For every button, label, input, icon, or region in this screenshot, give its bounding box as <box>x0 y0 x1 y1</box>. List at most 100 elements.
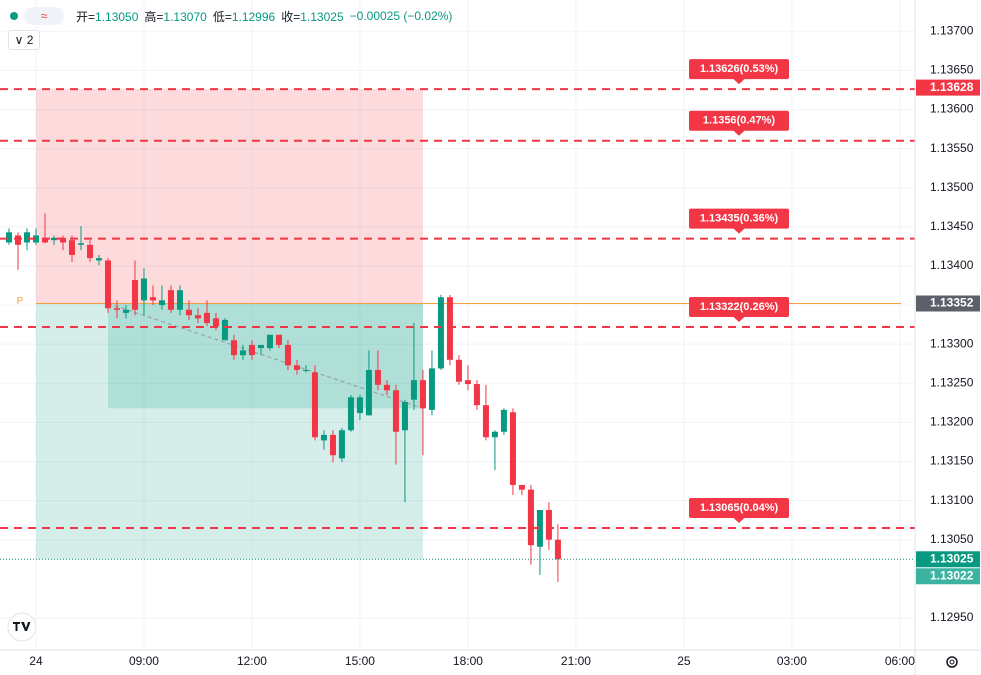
level-label-box <box>689 497 789 518</box>
candle-body <box>554 539 561 560</box>
candle-body <box>149 297 156 301</box>
candle-body <box>365 369 372 416</box>
candle-body <box>5 232 12 243</box>
candle-body <box>338 430 345 459</box>
indicator-toggle[interactable]: ∨ 2 <box>8 30 40 50</box>
symbol-badge[interactable]: ≈ <box>24 7 64 25</box>
candle-body <box>302 369 309 371</box>
ohlc-legend: 开=1.13050 高=1.13070 低=1.12996 收=1.13025 <box>76 8 350 25</box>
logo[interactable] <box>7 612 37 642</box>
pivot-label: P <box>17 296 24 307</box>
y-tick-label: 1.13400 <box>930 258 974 272</box>
candle-body <box>230 340 237 356</box>
settings-icon[interactable] <box>946 656 958 668</box>
candle-body <box>266 334 273 349</box>
candle-body <box>428 368 435 410</box>
target-zone <box>35 303 423 560</box>
level-label: 1.13435(0.36%) <box>700 212 779 224</box>
price-label-box <box>916 568 980 585</box>
price-label-box <box>916 295 980 312</box>
level-pointer <box>733 316 745 322</box>
price-label: 1.13025 <box>930 551 974 565</box>
price-label: 1.13352 <box>930 296 974 310</box>
candle-body <box>203 312 210 324</box>
stop-zone <box>35 89 423 304</box>
y-tick-label: 1.13600 <box>930 102 974 116</box>
candle-body <box>140 278 147 301</box>
candle-body <box>239 350 246 356</box>
x-tick-label: 09:00 <box>129 654 159 668</box>
change: −0.00025 (−0.02%) <box>349 9 453 23</box>
level-label: 1.13065(0.04%) <box>700 502 779 514</box>
candle-body <box>311 372 318 438</box>
candle-body <box>77 243 84 245</box>
level-pointer <box>733 78 745 85</box>
candle-body <box>446 297 453 360</box>
candle-body <box>194 315 201 319</box>
candle-body <box>374 369 381 385</box>
candle-body <box>68 240 75 255</box>
candle-body <box>176 290 183 310</box>
candle-body <box>455 359 462 382</box>
candle-body <box>185 309 192 316</box>
candle-body <box>545 509 552 540</box>
legend-label: 低= <box>212 9 232 24</box>
candle-body <box>284 344 291 366</box>
level-pointer <box>733 517 745 523</box>
y-tick-label: 1.13150 <box>930 454 974 468</box>
level-pointer <box>733 228 745 234</box>
candle-body <box>212 318 219 327</box>
legend-value: 1.13050 <box>95 9 139 24</box>
y-tick-label: 1.13050 <box>930 532 974 546</box>
y-tick-label: 1.13250 <box>930 375 974 389</box>
candle-body <box>122 309 129 313</box>
candle-body <box>293 365 300 370</box>
y-tick-label: 1.12950 <box>930 610 974 624</box>
legend-label: 高= <box>144 9 164 24</box>
x-tick-label: 25 <box>677 654 691 668</box>
candle-body <box>320 434 327 441</box>
x-tick-label: 21:00 <box>561 654 591 668</box>
candle-body <box>158 300 165 306</box>
y-tick-label: 1.13550 <box>930 141 974 155</box>
candle-body <box>347 397 354 431</box>
y-tick-label: 1.13650 <box>930 63 974 77</box>
price-label-box <box>916 79 980 96</box>
candle-body <box>59 237 66 243</box>
legend-value: 1.13070 <box>163 9 207 24</box>
candle-body <box>14 235 21 245</box>
candle-body <box>401 402 408 431</box>
candle-body <box>392 390 399 432</box>
level-label: 1.13626(0.53%) <box>700 63 779 75</box>
level-label-box <box>689 296 789 317</box>
candle-body <box>50 237 57 241</box>
legend-bar: ≈ 开=1.13050 高=1.13070 低=1.12996 收=1.13025 −0.… <box>10 6 458 26</box>
price-label: 1.13022 <box>930 568 974 582</box>
y-tick-label: 1.13700 <box>930 23 974 37</box>
level-label-box <box>689 208 789 229</box>
candle-body <box>329 434 336 456</box>
legend-value: 1.12996 <box>231 9 276 24</box>
y-tick-label: 1.13450 <box>930 219 974 233</box>
legend-label: 收= <box>281 9 301 24</box>
status-dot <box>10 12 18 20</box>
candle-body <box>248 344 255 356</box>
x-tick-label: 15:00 <box>345 654 375 668</box>
candle-body <box>473 384 480 406</box>
legend-value: 1.13025 <box>300 9 344 24</box>
price-label: 1.13628 <box>930 80 974 94</box>
candle-body <box>527 489 534 546</box>
candle-body <box>131 280 138 310</box>
legend-label: 开= <box>76 9 96 24</box>
candle-body <box>419 380 426 409</box>
candle-body <box>221 319 228 341</box>
candle-body <box>437 297 444 369</box>
level-pointer <box>733 130 745 136</box>
candle-body <box>113 308 120 310</box>
candle-body <box>356 397 363 413</box>
candle-body <box>383 384 390 391</box>
candle-body <box>410 380 417 400</box>
